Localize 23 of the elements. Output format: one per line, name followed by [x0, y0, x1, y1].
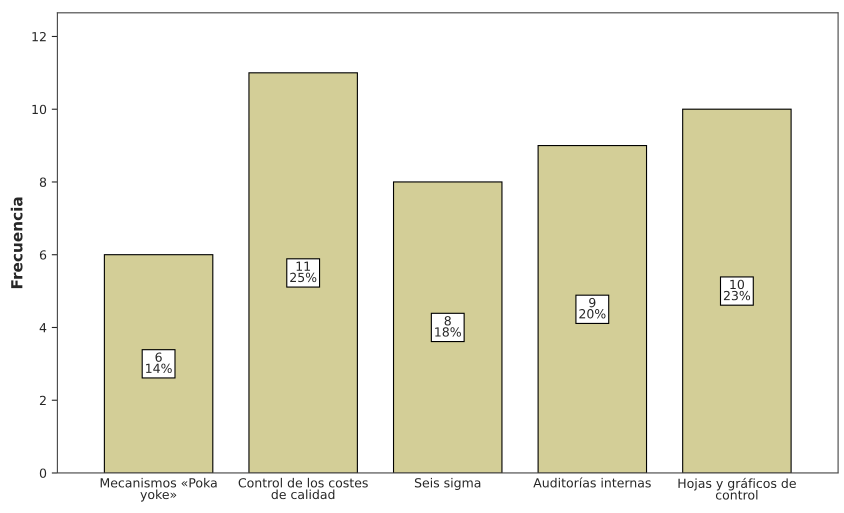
y-tick-label: 0	[40, 468, 46, 478]
data-label: 10 23%	[724, 280, 750, 300]
data-label: 9 20%	[579, 298, 606, 318]
x-tick-label: Hojas y gráficos de control	[678, 478, 796, 500]
bar	[538, 145, 648, 473]
data-label: 6 14%	[146, 352, 172, 374]
bar	[682, 108, 792, 473]
x-tick-label: Mecanismos «Poka yoke»	[100, 478, 217, 502]
y-tick-label: 2	[40, 396, 46, 405]
bar	[104, 254, 214, 473]
y-tick-label: 4	[40, 323, 46, 332]
y-tick-label: 10	[32, 104, 46, 114]
y-tick-label: 12	[32, 32, 46, 42]
bar	[248, 72, 358, 473]
y-tick-label: 6	[40, 250, 46, 260]
x-tick-label: Auditorías internas	[533, 477, 651, 488]
x-tick-label: Seis sigma	[414, 478, 480, 490]
data-label: 11 25%	[290, 262, 316, 282]
y-tick-label: 8	[40, 177, 46, 187]
x-tick-label: Control de los costes de calidad	[238, 478, 368, 500]
data-label: 8 18%	[435, 316, 461, 337]
y-axis-title: Frecuencia	[10, 198, 23, 288]
bar	[392, 181, 503, 473]
